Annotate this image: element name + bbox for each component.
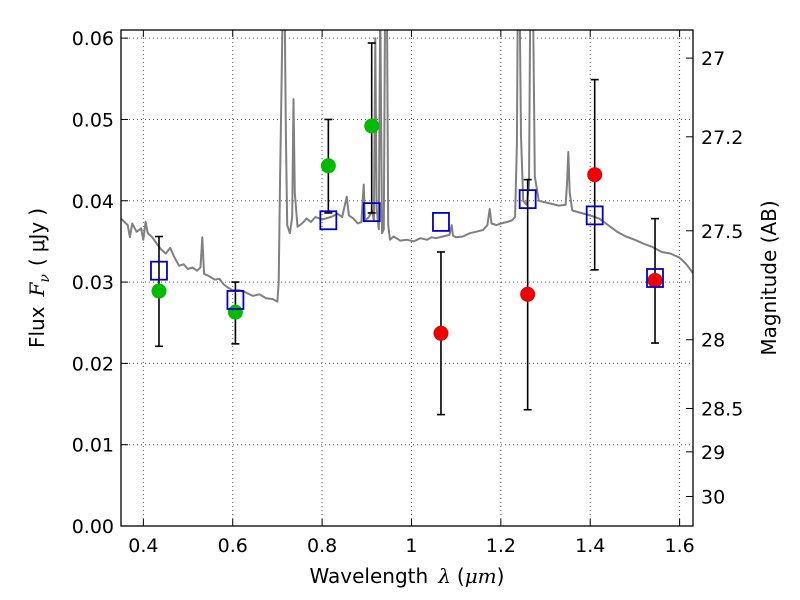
model-square-point bbox=[319, 210, 338, 231]
y-tick-label: 0.04 bbox=[72, 191, 114, 213]
red-data-point bbox=[587, 167, 603, 183]
y-tick-label: 0.01 bbox=[72, 435, 114, 457]
green-data-point bbox=[151, 283, 167, 299]
tick-marks bbox=[121, 30, 693, 527]
red-data-point bbox=[520, 286, 536, 302]
x-tick-label: 1.4 bbox=[575, 535, 605, 557]
y-tick-label: 0.05 bbox=[72, 109, 114, 131]
x-tick-label: 0.4 bbox=[128, 535, 158, 557]
green-data-point bbox=[227, 304, 243, 320]
y-tick-label: 0.02 bbox=[72, 353, 114, 375]
model-square-point bbox=[150, 260, 168, 281]
model-square-point bbox=[432, 211, 450, 232]
y-axis-label: FluxFν(μJy) bbox=[25, 208, 53, 348]
red-data-point bbox=[433, 325, 449, 341]
red-data-point bbox=[647, 272, 663, 288]
y2-axis-label: Magnitude (AB) bbox=[757, 200, 781, 355]
x-tick-label: 1.2 bbox=[486, 535, 516, 557]
plot-frame bbox=[120, 29, 694, 527]
plot-background bbox=[121, 30, 693, 526]
y2-tick-label: 30 bbox=[701, 486, 725, 508]
x-tick-label: 0.8 bbox=[307, 535, 337, 557]
y-tick-label: 0.03 bbox=[72, 272, 114, 294]
x-tick-label: 1.6 bbox=[664, 535, 694, 557]
model-square-point bbox=[362, 202, 381, 223]
model-square-point bbox=[585, 205, 604, 226]
y2-tick-labels: 27 27.2 27.5 28 28.5 29 30 bbox=[701, 48, 743, 508]
x-tick-label: 0.6 bbox=[218, 535, 248, 557]
model-square-point bbox=[518, 189, 537, 210]
x-axis-label: Wavelength λ (μm) bbox=[310, 564, 505, 588]
model-square-point bbox=[646, 268, 664, 288]
y-tick-labels: 0.00 0.01 0.02 0.03 0.04 0.05 0.06 bbox=[72, 28, 114, 538]
y2-tick-label: 28 bbox=[701, 330, 725, 352]
y2-tick-label: 27.2 bbox=[701, 127, 743, 149]
y2-tick-label: 27.5 bbox=[701, 221, 743, 243]
y2-tick-label: 28.5 bbox=[701, 398, 743, 420]
x-tick-labels: 0.4 0.6 0.8 1 1.2 1.4 1.6 bbox=[128, 535, 694, 557]
model-square-point bbox=[226, 290, 245, 310]
grid-lines bbox=[121, 30, 693, 526]
green-data-point bbox=[320, 158, 336, 174]
x-tick-label: 1 bbox=[405, 535, 417, 557]
y2-tick-label: 27 bbox=[701, 48, 725, 70]
data-markers bbox=[150, 118, 664, 341]
y2-tick-label: 29 bbox=[701, 442, 725, 464]
y-tick-label: 0.00 bbox=[72, 516, 114, 538]
y-tick-label: 0.06 bbox=[72, 28, 114, 50]
green-data-point bbox=[364, 118, 380, 134]
